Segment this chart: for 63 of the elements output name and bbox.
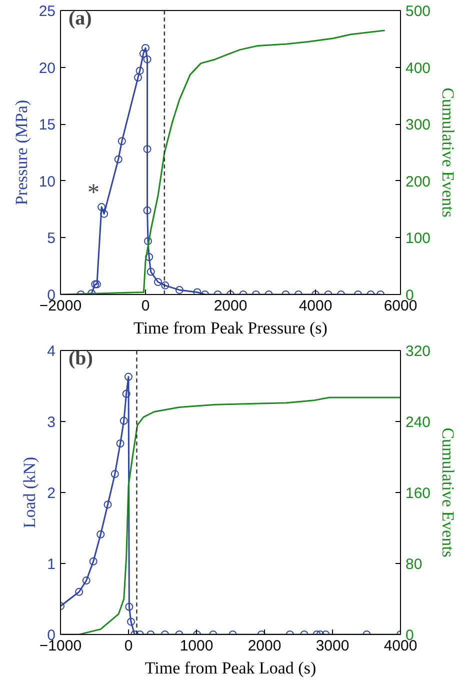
point	[114, 155, 122, 164]
point	[145, 253, 154, 262]
y2-tick-label: 160	[406, 485, 431, 502]
point	[75, 588, 84, 596]
point	[118, 137, 126, 146]
point	[143, 145, 152, 154]
x-tick-label: 0	[141, 298, 150, 314]
point	[142, 44, 150, 52]
y2-tick-label: 200	[406, 173, 431, 190]
y-tick-label: 15	[38, 116, 56, 134]
y2-tick-label: 400	[406, 60, 431, 77]
point	[110, 470, 119, 478]
y2-tick-label: 240	[406, 414, 431, 431]
x-axis-title: Time from Peak Load (s)	[144, 658, 316, 678]
point	[154, 278, 162, 286]
y-axis-title: Pressure (MPa)	[12, 100, 31, 206]
point	[139, 50, 148, 58]
y2-tick-label: 80	[406, 556, 422, 573]
y-tick-label: 2	[47, 485, 56, 502]
y-tick-label: 1	[47, 556, 56, 573]
point	[82, 576, 90, 585]
x-tick-label: 1000	[180, 638, 214, 654]
y2-axis-title: Cumulative Events	[438, 88, 458, 218]
y2-tick-label: 100	[406, 230, 431, 248]
point	[100, 210, 108, 218]
y-tick-label: 10	[38, 173, 56, 190]
y-tick-label: 25	[38, 3, 56, 20]
point	[96, 530, 105, 538]
point	[120, 416, 128, 425]
annotation: (a)	[68, 8, 92, 30]
y2-axis-title: Cumulative Events	[438, 428, 458, 558]
annotation: (b)	[68, 348, 93, 370]
x-tick-label: 4000	[298, 298, 332, 314]
point	[122, 390, 130, 398]
point	[124, 372, 132, 381]
point	[146, 268, 155, 276]
point	[175, 286, 184, 294]
point	[143, 206, 152, 214]
y-tick-label: 4	[47, 343, 56, 360]
y2-tick-label: 320	[406, 343, 431, 360]
x-tick-label: 2000	[248, 638, 282, 654]
point	[144, 237, 152, 246]
x-tick-label: 3000	[316, 638, 350, 654]
point	[89, 557, 98, 566]
y-tick-label: 20	[38, 60, 56, 77]
x-tick-label: 2000	[214, 298, 248, 314]
point	[125, 602, 134, 611]
point	[136, 66, 144, 75]
point	[193, 288, 202, 294]
y-axis-title: Load (kN)	[20, 456, 40, 528]
y-tick-label: 3	[47, 414, 56, 431]
annotation: *	[88, 180, 100, 206]
point	[116, 440, 124, 448]
y2-tick-label: 300	[406, 116, 431, 134]
point	[134, 74, 142, 82]
x-axis-title: Time from Peak Pressure (s)	[134, 318, 328, 338]
point	[143, 55, 152, 64]
x-tick-label: 0	[124, 638, 133, 654]
point	[104, 500, 112, 509]
y2-tick-label: 500	[406, 3, 431, 20]
point	[161, 281, 170, 290]
point	[98, 203, 106, 212]
y-tick-label: 5	[47, 230, 56, 248]
